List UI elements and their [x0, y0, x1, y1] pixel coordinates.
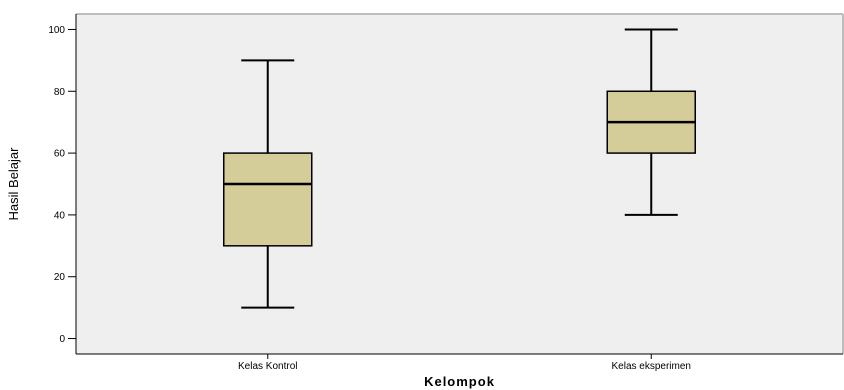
iqr-box [223, 152, 313, 247]
plot-area [76, 14, 843, 354]
x-axis-ticks: Kelas Kontrol Kelas eksperimen [238, 354, 691, 372]
y-tick-label: 80 [54, 87, 66, 98]
y-tick-label: 20 [54, 272, 66, 283]
x-tick-label: Kelas eksperimen [612, 361, 691, 372]
y-axis-label: Hasil Belajar [6, 147, 21, 221]
box-1 [223, 59, 313, 309]
box-2 [606, 28, 696, 216]
x-axis-label: Kelompok [424, 374, 495, 389]
y-axis-ticks: 0 20 40 60 80 100 [48, 25, 76, 345]
y-tick-label: 0 [59, 334, 65, 345]
y-tick-label: 60 [54, 149, 66, 160]
y-tick-label: 40 [54, 210, 66, 221]
boxes-group [223, 28, 696, 309]
x-tick-label: Kelas Kontrol [238, 361, 297, 372]
y-tick-label: 100 [48, 25, 65, 36]
